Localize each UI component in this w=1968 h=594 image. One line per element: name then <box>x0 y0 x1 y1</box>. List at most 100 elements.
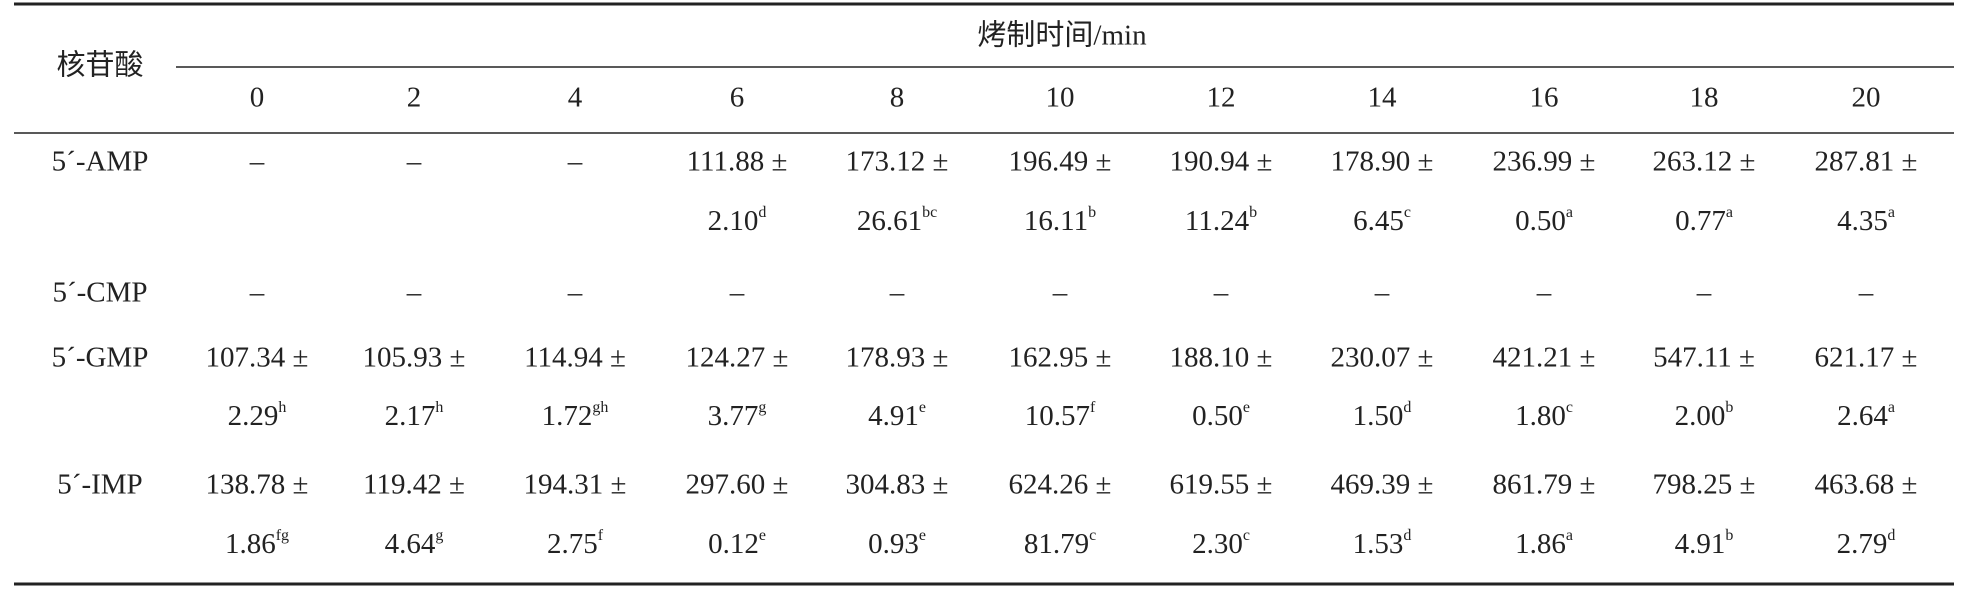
sd-value: 1.50 <box>1353 400 1404 432</box>
significance: c <box>1566 399 1573 416</box>
cell-mean: 304.83 ± <box>846 469 949 501</box>
empty-cell: – <box>1858 277 1874 309</box>
significance: d <box>1887 527 1895 544</box>
sd-value: 26.61 <box>857 205 922 237</box>
cell-sd: 11.24b <box>1185 204 1257 237</box>
significance: a <box>1566 527 1573 544</box>
cell-mean: 194.31 ± <box>524 469 627 501</box>
cell-sd: 4.91b <box>1675 527 1734 560</box>
sd-value: 0.77 <box>1675 205 1726 237</box>
row-label: 5´-GMP <box>52 342 149 374</box>
cell-sd: 4.91e <box>868 399 926 432</box>
significance: b <box>1249 204 1257 221</box>
sd-value: 4.91 <box>868 400 919 432</box>
significance: fg <box>276 527 289 544</box>
cell-sd: 2.30c <box>1192 527 1250 560</box>
cell-sd: 4.64g <box>385 527 444 560</box>
significance: c <box>1243 527 1250 544</box>
significance: gh <box>592 399 608 416</box>
cell-sd: 16.11b <box>1024 204 1096 237</box>
cell-sd: 4.35a <box>1837 204 1895 237</box>
cell-sd: 1.86a <box>1515 527 1573 560</box>
sd-value: 4.91 <box>1675 528 1726 560</box>
cell-sd: 81.79c <box>1024 527 1096 560</box>
empty-cell: – <box>889 277 905 309</box>
column-header: 0 <box>250 82 265 114</box>
sd-value: 2.79 <box>1837 528 1888 560</box>
significance: a <box>1888 204 1895 221</box>
sd-value: 1.53 <box>1353 528 1404 560</box>
cell-sd: 1.72gh <box>542 399 609 432</box>
empty-cell: – <box>1536 277 1552 309</box>
column-header: 20 <box>1852 82 1881 114</box>
cell-sd: 1.53d <box>1353 527 1412 560</box>
significance: d <box>758 204 766 221</box>
group-header: 烤制时间/min <box>977 19 1147 52</box>
empty-cell: – <box>1696 277 1712 309</box>
cell-mean: 469.39 ± <box>1331 469 1434 501</box>
sd-value: 2.29 <box>228 400 279 432</box>
cell-sd: 6.45c <box>1353 204 1411 237</box>
empty-cell: – <box>1374 277 1390 309</box>
empty-cell: – <box>406 146 422 178</box>
cell-mean: 619.55 ± <box>1170 469 1273 501</box>
sd-value: 4.35 <box>1837 205 1888 237</box>
significance: d <box>1403 527 1411 544</box>
significance: f <box>598 527 604 544</box>
significance: e <box>1243 399 1250 416</box>
cell-sd: 2.29h <box>228 399 287 432</box>
cell-mean: 162.95 ± <box>1009 342 1112 374</box>
cell-mean: 236.99 ± <box>1493 146 1596 178</box>
cell-mean: 624.26 ± <box>1009 469 1112 501</box>
cell-sd: 2.10d <box>708 204 767 237</box>
sd-value: 2.10 <box>708 205 759 237</box>
significance: b <box>1725 399 1733 416</box>
cell-mean: 547.11 ± <box>1653 342 1755 374</box>
cell-mean: 190.94 ± <box>1170 146 1273 178</box>
significance: c <box>1089 527 1096 544</box>
significance: g <box>435 527 443 544</box>
cell-mean: 230.07 ± <box>1331 342 1434 374</box>
row-label: 5´-AMP <box>52 146 149 178</box>
column-header: 10 <box>1046 82 1075 114</box>
cell-mean: 463.68 ± <box>1815 469 1918 501</box>
sd-value: 81.79 <box>1024 528 1089 560</box>
row-header: 核苷酸 <box>56 49 143 82</box>
significance: e <box>919 399 926 416</box>
sd-value: 0.50 <box>1515 205 1566 237</box>
sd-value: 1.80 <box>1515 400 1566 432</box>
empty-cell: – <box>249 146 265 178</box>
row-label: 5´-CMP <box>52 277 147 309</box>
sd-value: 1.72 <box>542 400 593 432</box>
column-header: 2 <box>407 82 422 114</box>
cell-mean: 138.78 ± <box>206 469 309 501</box>
empty-cell: – <box>1052 277 1068 309</box>
significance: a <box>1726 204 1733 221</box>
empty-cell: – <box>567 277 583 309</box>
significance: a <box>1566 204 1573 221</box>
cell-mean: 119.42 ± <box>363 469 465 501</box>
sd-value: 4.64 <box>385 528 436 560</box>
sd-value: 2.75 <box>547 528 598 560</box>
cell-sd: 0.50a <box>1515 204 1573 237</box>
sd-value: 2.17 <box>385 400 436 432</box>
sd-value: 1.86 <box>225 528 276 560</box>
sd-value: 11.24 <box>1185 205 1250 237</box>
column-header: 18 <box>1690 82 1719 114</box>
cell-sd: 3.77g <box>708 399 767 432</box>
significance: b <box>1088 204 1096 221</box>
empty-cell: – <box>249 277 265 309</box>
significance: e <box>759 527 766 544</box>
significance: b <box>1725 527 1733 544</box>
significance: c <box>1404 204 1411 221</box>
sd-value: 0.50 <box>1192 400 1243 432</box>
sd-value: 0.12 <box>708 528 759 560</box>
sd-value: 2.30 <box>1192 528 1243 560</box>
cell-mean: 105.93 ± <box>363 342 466 374</box>
sd-value: 0.93 <box>868 528 919 560</box>
cell-mean: 114.94 ± <box>524 342 626 374</box>
cell-mean: 861.79 ± <box>1493 469 1596 501</box>
cell-mean: 621.17 ± <box>1815 342 1918 374</box>
empty-cell: – <box>729 277 745 309</box>
